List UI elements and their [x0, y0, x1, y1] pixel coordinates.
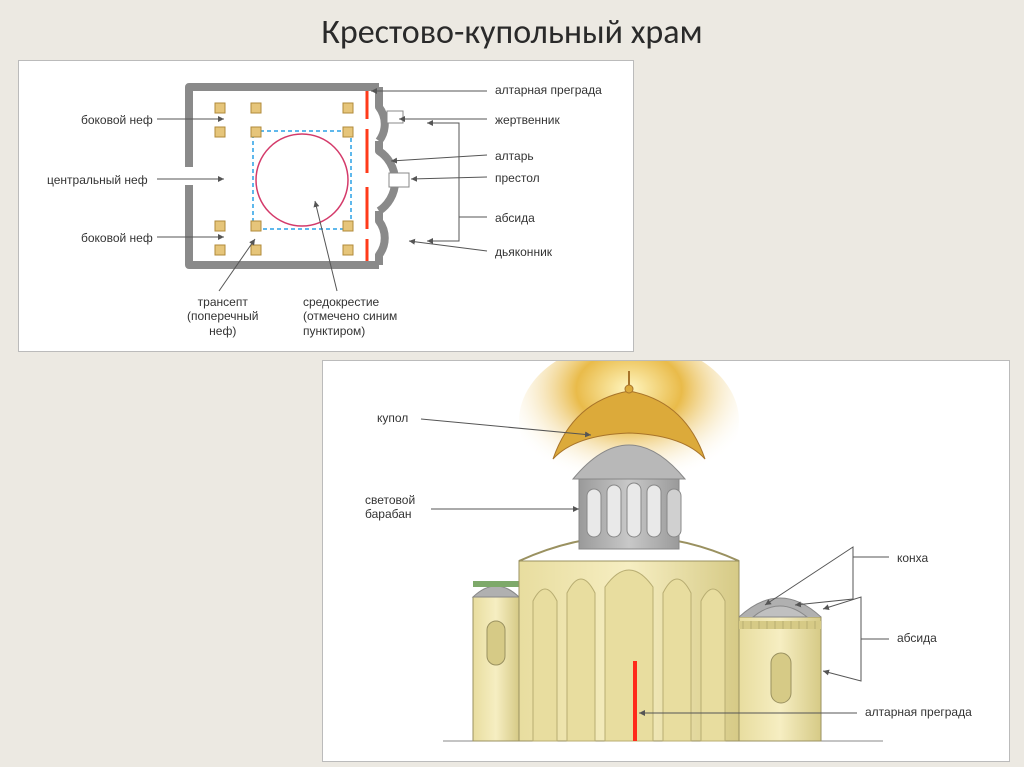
label-jertvennik: жертвенник — [495, 113, 560, 127]
plan-arrows-bottom — [219, 201, 337, 291]
plan-panel: боковой неф центральный неф боковой неф … — [18, 60, 634, 352]
label-crossing: средокрестие (отмечено синим пунктиром) — [303, 295, 397, 338]
elevation-panel: купол световой барабан конха абсида алта… — [322, 360, 1010, 762]
jertvennik-icon — [387, 111, 403, 123]
label-konkha: конха — [897, 551, 928, 565]
label-prestol: престол — [495, 171, 540, 185]
right-apse — [739, 598, 821, 741]
label-absida-elev: абсида — [897, 631, 937, 645]
dome-outline — [256, 134, 348, 226]
drum — [579, 477, 681, 549]
label-side-nave-bottom: боковой неф — [81, 231, 153, 245]
label-dome: купол — [377, 411, 408, 425]
label-side-nave-top: боковой неф — [81, 113, 153, 127]
label-altar: алтарь — [495, 149, 534, 163]
plan-walls — [189, 87, 395, 265]
label-absida: абсида — [495, 211, 535, 225]
main-body — [519, 536, 739, 741]
label-altar-barrier-elev: алтарная преграда — [865, 705, 972, 719]
label-transept: трансепт (поперечный неф) — [187, 295, 259, 338]
prestol-icon — [389, 173, 409, 187]
label-drum: световой барабан — [365, 493, 415, 522]
plan-door — [185, 167, 193, 185]
plan-pillars — [215, 103, 353, 255]
label-altar-barrier: алтарная преграда — [495, 83, 602, 97]
left-tower — [473, 581, 519, 741]
label-central-nave: центральный неф — [47, 173, 148, 187]
page-title: Крестово-купольный храм — [0, 0, 1024, 53]
transept-outline — [253, 131, 351, 229]
label-dyakonnik: дьяконник — [495, 245, 552, 259]
